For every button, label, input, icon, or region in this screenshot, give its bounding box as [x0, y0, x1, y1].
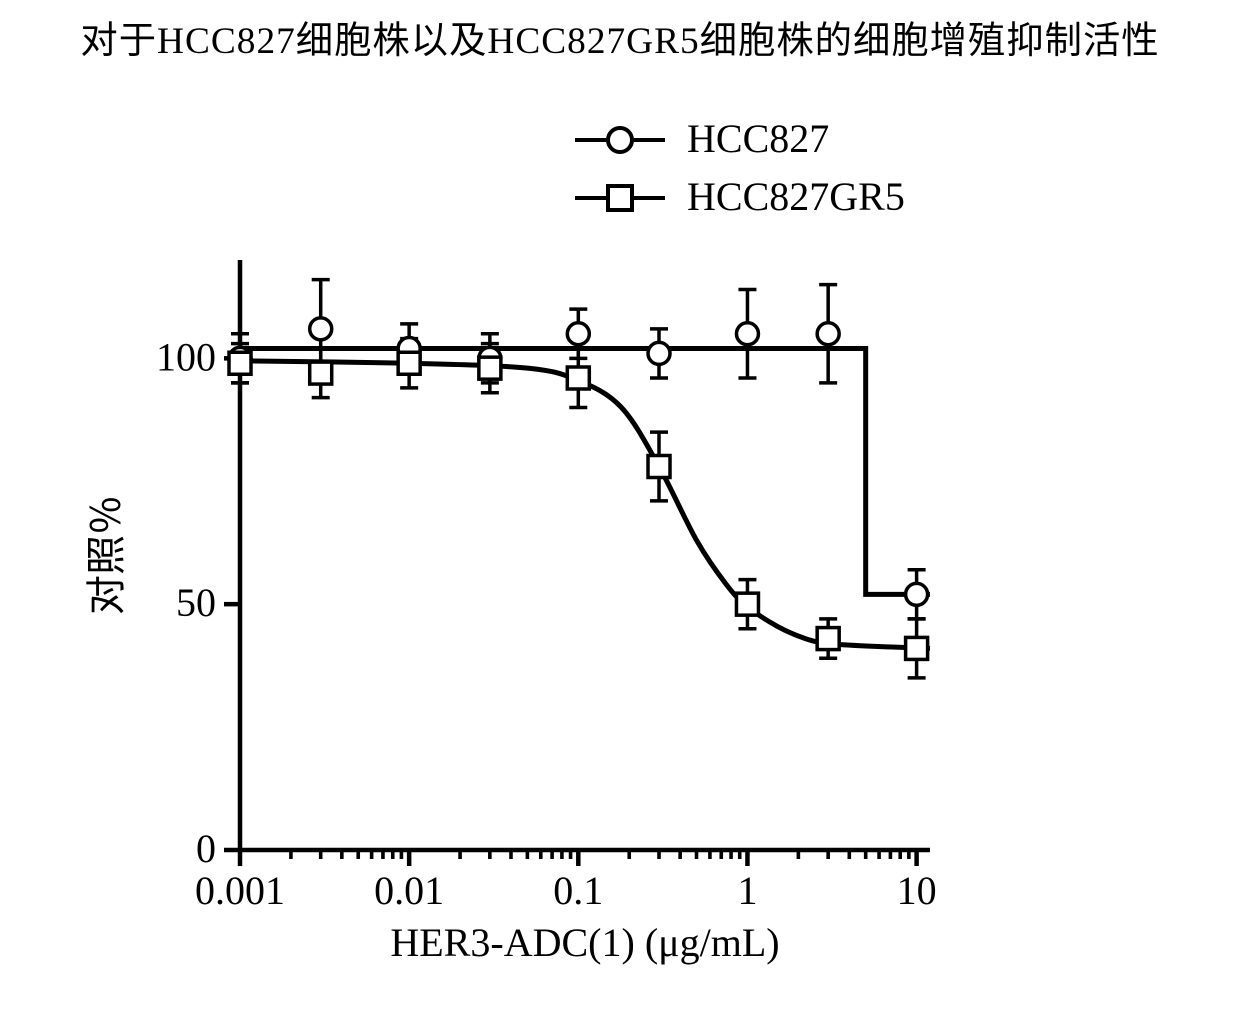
x-tick-label: 0.01 [374, 868, 444, 913]
data-marker-circle [567, 323, 589, 345]
data-marker-circle [817, 323, 839, 345]
legend-marker-square-icon [608, 186, 632, 210]
y-tick-label: 0 [196, 826, 216, 871]
legend-label: HCC827 [687, 120, 829, 161]
data-marker-circle [648, 342, 670, 364]
y-tick-label: 50 [176, 580, 216, 625]
data-marker-square [817, 628, 839, 650]
data-marker-circle [906, 583, 928, 605]
dose-response-chart: 0 50 100 0.001 0.01 0.1 1 10 HER3-ADC(1) (μg/mL)… [70, 250, 970, 970]
data-marker-circle [310, 318, 332, 340]
data-marker-square [310, 362, 332, 384]
data-marker-square [398, 352, 420, 374]
data-marker-square [229, 352, 251, 374]
x-tick-label: 1 [737, 868, 757, 913]
x-tick-label: 0.001 [195, 868, 285, 913]
y-axis-label: 对照％ [84, 495, 129, 615]
data-marker-square [479, 357, 501, 379]
legend-label: HCC827GR5 [687, 174, 905, 219]
x-tick-label: 10 [897, 868, 937, 913]
chart-legend: HCC827 HCC827GR5 [570, 120, 1070, 246]
y-tick-label: 100 [156, 334, 216, 379]
data-marker-circle [736, 323, 758, 345]
data-marker-square [736, 593, 758, 615]
x-tick-label: 0.1 [553, 868, 603, 913]
figure-title: 对于HCC827细胞株以及HCC827GR5细胞株的细胞增殖抑制活性 [0, 10, 1240, 64]
legend-marker-circle-icon [608, 128, 632, 152]
series-curve [240, 361, 930, 649]
figure-page: 对于HCC827细胞株以及HCC827GR5细胞株的细胞增殖抑制活性 05010… [0, 0, 1240, 1016]
data-marker-square [567, 367, 589, 389]
data-marker-square [648, 456, 670, 478]
data-marker-square [906, 637, 928, 659]
x-axis-label: HER3-ADC(1) (μg/mL) [390, 920, 779, 965]
